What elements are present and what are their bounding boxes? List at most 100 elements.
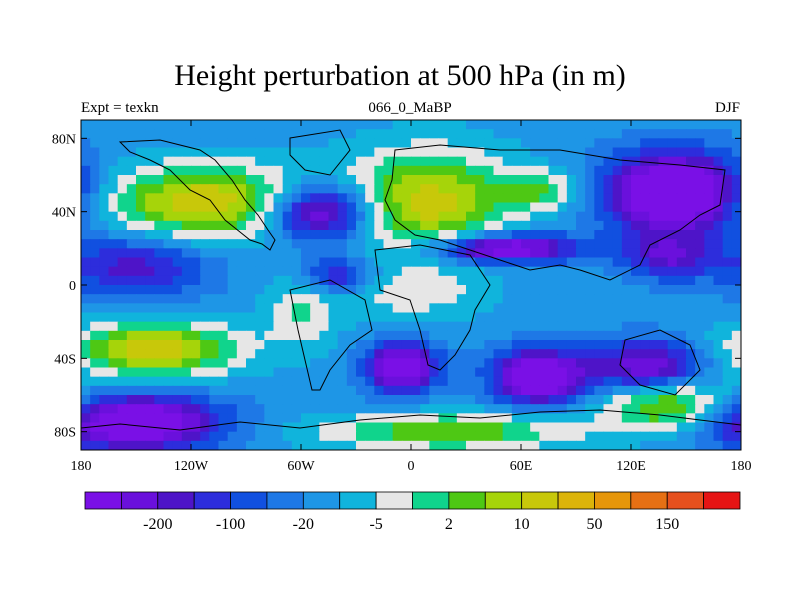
heatmap-cell bbox=[99, 413, 110, 424]
heatmap-cell bbox=[401, 440, 412, 450]
heatmap-cell bbox=[704, 413, 715, 424]
heatmap-cell bbox=[603, 184, 614, 194]
heatmap-cell bbox=[621, 156, 632, 167]
heatmap-cell bbox=[401, 175, 412, 185]
heatmap-cell bbox=[310, 330, 320, 341]
heatmap-cell bbox=[631, 321, 641, 332]
x-tick-label: 60E bbox=[510, 459, 533, 474]
heatmap-cell bbox=[273, 303, 284, 314]
heatmap-cell bbox=[392, 230, 403, 240]
heatmap-cell bbox=[392, 395, 403, 405]
heatmap-cell bbox=[236, 312, 247, 323]
heatmap-cell bbox=[209, 193, 220, 204]
heatmap-cell bbox=[81, 202, 91, 213]
heatmap-cell bbox=[658, 202, 669, 213]
heatmap-cell bbox=[200, 275, 210, 286]
heatmap-cell bbox=[447, 138, 458, 149]
heatmap-cell bbox=[447, 330, 458, 341]
heatmap-cell bbox=[548, 202, 559, 213]
heatmap-cell bbox=[337, 376, 348, 387]
heatmap-cell bbox=[530, 303, 540, 314]
heatmap-cell bbox=[218, 175, 229, 185]
heatmap-cell bbox=[273, 202, 284, 213]
season-label: DJF bbox=[714, 100, 740, 116]
heatmap-cell bbox=[722, 303, 733, 314]
heatmap-cell bbox=[594, 239, 605, 249]
heatmap-cell bbox=[383, 367, 394, 378]
heatmap-cell bbox=[576, 294, 586, 304]
heatmap-cell bbox=[163, 422, 174, 433]
heatmap-cell bbox=[420, 358, 430, 369]
heatmap-cell bbox=[356, 165, 366, 176]
heatmap-cell bbox=[291, 440, 302, 450]
heatmap-cell bbox=[548, 129, 559, 139]
heatmap-cell bbox=[612, 184, 623, 194]
heatmap-cell bbox=[200, 220, 210, 231]
heatmap-cell bbox=[566, 303, 577, 314]
heatmap-cell bbox=[484, 285, 495, 295]
heatmap-cell bbox=[731, 312, 741, 323]
heatmap-cell bbox=[603, 413, 614, 424]
heatmap-cell bbox=[631, 257, 641, 268]
heatmap-cell bbox=[621, 275, 632, 286]
heatmap-cell bbox=[676, 156, 687, 167]
heatmap-cell bbox=[521, 367, 531, 378]
heatmap-cell bbox=[557, 257, 568, 268]
heatmap-cell bbox=[594, 312, 605, 323]
heatmap-cell bbox=[731, 340, 741, 350]
heatmap-cell bbox=[658, 367, 669, 378]
heatmap-cell bbox=[356, 440, 366, 450]
heatmap-cell bbox=[411, 358, 421, 369]
heatmap-cell bbox=[172, 248, 183, 259]
heatmap-cell bbox=[557, 422, 568, 433]
heatmap-cell bbox=[658, 193, 669, 204]
heatmap-cell bbox=[704, 230, 715, 240]
heatmap-cell bbox=[346, 404, 357, 414]
heatmap-cell bbox=[236, 230, 247, 240]
heatmap-cell bbox=[511, 230, 522, 240]
heatmap-cell bbox=[154, 175, 165, 185]
heatmap-cell bbox=[154, 156, 165, 167]
heatmap-cell bbox=[356, 184, 366, 194]
heatmap-cell bbox=[722, 147, 733, 158]
heatmap-cell bbox=[557, 275, 568, 286]
heatmap-cell bbox=[658, 340, 669, 350]
heatmap-cell bbox=[246, 358, 256, 369]
heatmap-cell bbox=[447, 422, 458, 433]
heatmap-cell bbox=[475, 285, 485, 295]
heatmap-cell bbox=[640, 193, 650, 204]
heatmap-cell bbox=[566, 358, 577, 369]
heatmap-cell bbox=[365, 330, 375, 341]
heatmap-cell bbox=[383, 385, 394, 396]
heatmap-cell bbox=[346, 385, 357, 396]
heatmap-cell bbox=[136, 385, 146, 396]
heatmap-cell bbox=[420, 202, 430, 213]
heatmap-cell bbox=[218, 220, 229, 231]
heatmap-cell bbox=[218, 413, 229, 424]
heatmap-cell bbox=[81, 220, 91, 231]
heatmap-cell bbox=[731, 120, 741, 130]
colorbar-label: 2 bbox=[445, 516, 453, 533]
heatmap-cell bbox=[81, 358, 91, 369]
heatmap-cell bbox=[704, 321, 715, 332]
heatmap-cell bbox=[209, 147, 220, 158]
heatmap-cell bbox=[273, 120, 284, 130]
heatmap-cell bbox=[548, 156, 559, 167]
heatmap-cell bbox=[484, 193, 495, 204]
heatmap-cell bbox=[246, 138, 256, 149]
heatmap-cell bbox=[99, 312, 110, 323]
heatmap-cell bbox=[420, 266, 430, 277]
heatmap-cell bbox=[704, 385, 715, 396]
heatmap-cell bbox=[456, 220, 467, 231]
heatmap-cell bbox=[291, 413, 302, 424]
heatmap-cell bbox=[576, 230, 586, 240]
heatmap-cell bbox=[566, 349, 577, 359]
heatmap-cell bbox=[90, 376, 100, 387]
heatmap-cell bbox=[731, 257, 741, 268]
heatmap-cell bbox=[722, 330, 733, 341]
heatmap-cell bbox=[291, 404, 302, 414]
colorbar-swatch bbox=[375, 491, 413, 510]
heatmap-cell bbox=[649, 312, 660, 323]
heatmap-cell bbox=[136, 321, 146, 332]
heatmap-cell bbox=[291, 367, 302, 378]
